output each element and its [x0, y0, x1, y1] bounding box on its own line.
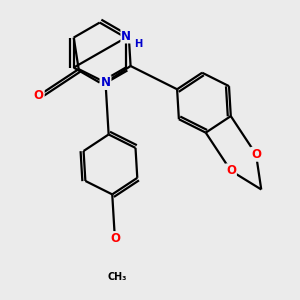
Text: CH₃: CH₃: [107, 272, 127, 282]
Text: N: N: [100, 76, 110, 89]
Text: O: O: [34, 89, 44, 102]
Text: O: O: [110, 232, 120, 245]
Text: N: N: [122, 29, 131, 43]
Text: H: H: [134, 40, 142, 50]
Text: O: O: [251, 148, 261, 161]
Text: O: O: [226, 164, 236, 177]
